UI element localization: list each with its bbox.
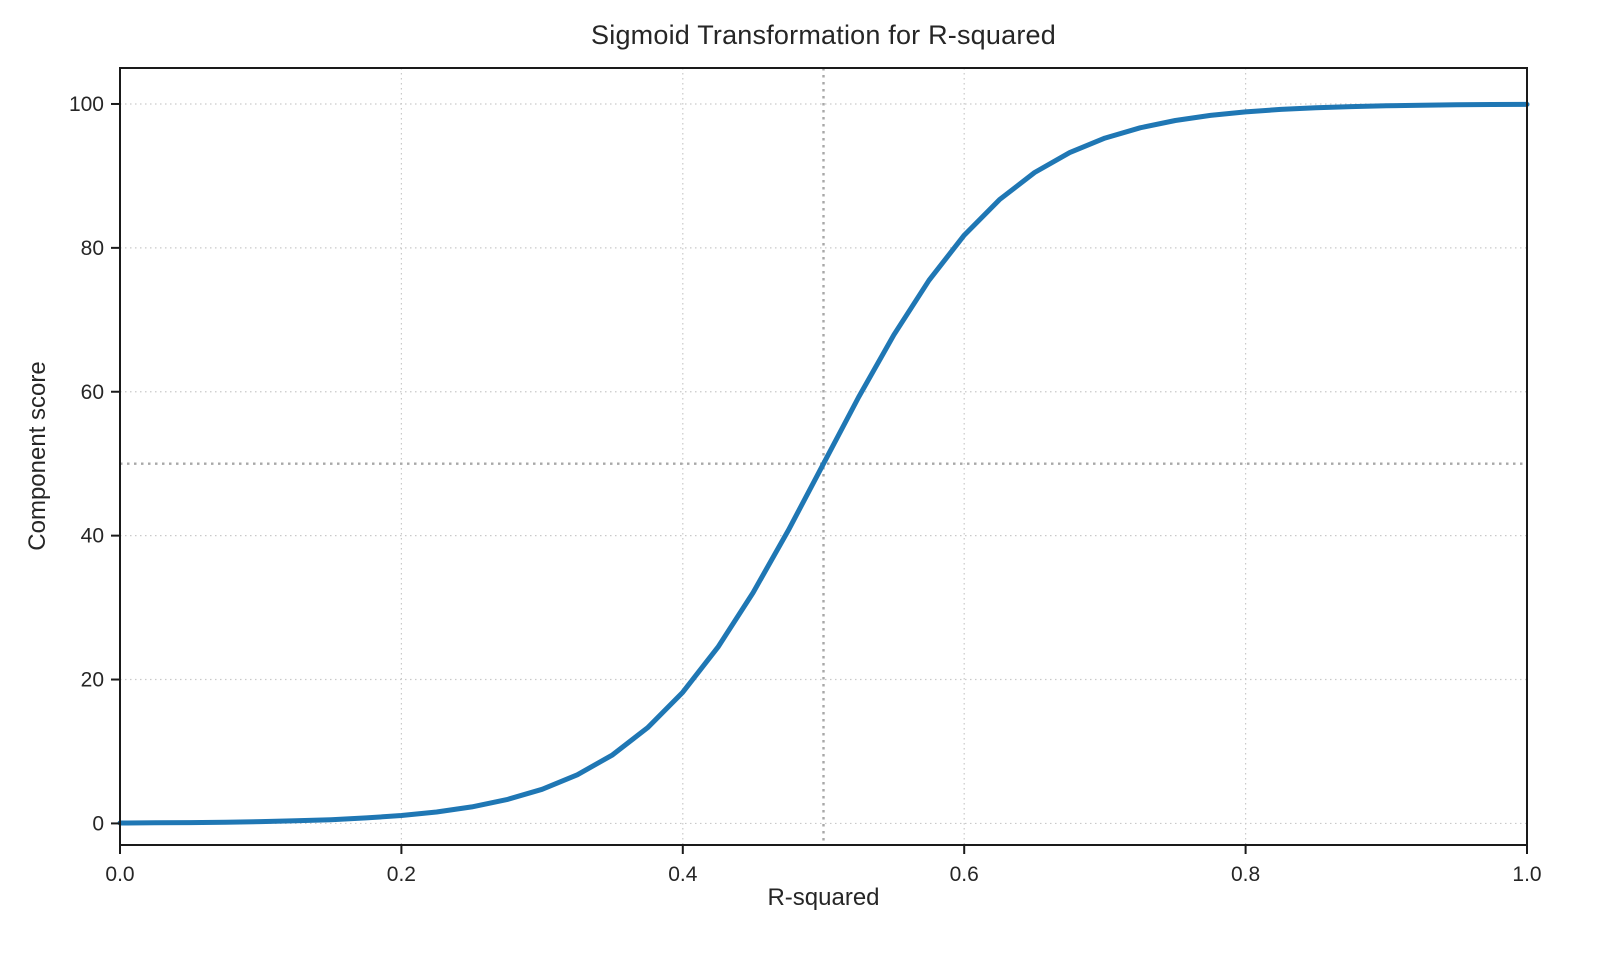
chart-title: Sigmoid Transformation for R-squared (591, 20, 1056, 50)
y-tick-label: 100 (69, 93, 104, 116)
x-tick-label: 0.0 (105, 863, 134, 886)
y-tick-label: 0 (92, 812, 104, 835)
y-tick-label: 20 (81, 669, 104, 692)
x-tick-label: 0.2 (387, 863, 416, 886)
sigmoid-curve (117, 101, 1530, 826)
y-tick-label: 80 (81, 237, 104, 260)
y-tick-label: 40 (81, 525, 104, 548)
y-tick-label: 60 (81, 381, 104, 404)
axes-border (119, 67, 1528, 846)
y-axis-label: Component score (24, 361, 51, 551)
x-axis-label: R-squared (767, 884, 880, 911)
x-tick-label: 0.8 (1231, 863, 1260, 886)
x-tick-label: 0.4 (668, 863, 698, 886)
x-tick-label: 1.0 (1512, 863, 1541, 886)
x-tick-label: 0.6 (950, 863, 979, 886)
